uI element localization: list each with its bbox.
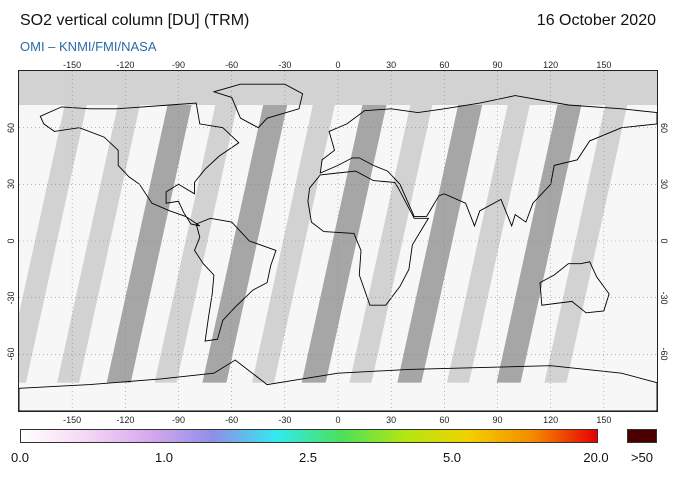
lon-tick-top: -60	[225, 60, 239, 70]
lat-tick-right: -30	[659, 291, 669, 305]
coastline-eurasia	[319, 95, 657, 228]
lon-tick-bottom: 0	[335, 415, 341, 425]
data-swath-bands	[19, 71, 635, 411]
lat-tick-left: 60	[6, 122, 16, 133]
lon-tick-bottom: -30	[278, 415, 292, 425]
swath-band-light-6	[538, 71, 635, 411]
data-source: OMI – KNMI/FMI/NASA	[20, 39, 157, 54]
lon-tick-top: 90	[492, 60, 503, 70]
lat-tick-left: 30	[6, 179, 16, 190]
lon-tick-top: -150	[63, 60, 82, 70]
lon-tick-top: 30	[386, 60, 397, 70]
color-scale-label-2: 2.5	[298, 450, 318, 465]
lon-tick-top: 60	[439, 60, 450, 70]
coastline-africa	[307, 170, 430, 306]
lon-tick-bottom: 60	[439, 415, 450, 425]
color-scale-label-1: 1.0	[154, 450, 174, 465]
lon-tick-top: 120	[543, 60, 559, 70]
continent-outlines	[19, 83, 657, 411]
lon-tick-bottom: -60	[225, 415, 239, 425]
lat-tick-right: 30	[659, 179, 669, 190]
color-scale-label-4: 20.0	[583, 450, 609, 465]
color-scale-overflow	[627, 429, 657, 443]
south-region	[19, 382, 657, 411]
color-scale-label-0: 0.0	[10, 450, 30, 465]
lat-tick-left: -60	[6, 347, 16, 361]
color-scale-label-3: 5.0	[442, 450, 462, 465]
coastline-greenland	[212, 83, 304, 129]
swath-band-light-5	[440, 71, 538, 411]
lon-tick-top: 0	[335, 60, 341, 70]
lon-tick-top: -30	[278, 60, 292, 70]
lat-tick-right: 0	[659, 238, 669, 244]
lat-tick-right: -60	[659, 347, 669, 361]
lon-tick-top: -120	[116, 60, 135, 70]
swath-band-dark-2	[295, 71, 394, 411]
coastline-australia	[539, 261, 610, 314]
lon-tick-bottom: 150	[596, 415, 612, 425]
lon-tick-bottom: 90	[492, 415, 503, 425]
color-scale-bar	[20, 429, 598, 443]
lon-tick-top: -90	[171, 60, 186, 70]
lat-tick-left: -30	[6, 291, 16, 305]
swath-band-dark-3	[391, 71, 490, 411]
lon-tick-bottom: -150	[63, 415, 82, 425]
lon-tick-bottom: -120	[116, 415, 135, 425]
color-scale-label-5: >50	[630, 450, 654, 465]
lon-tick-bottom: 120	[543, 415, 559, 425]
swath-band-light-0	[19, 71, 95, 411]
map-title: SO2 vertical column [DU] (TRM)	[20, 12, 250, 29]
so2-map	[18, 70, 658, 412]
coastline-antarctica	[19, 359, 657, 411]
swath-band-light-3	[245, 71, 343, 411]
lon-tick-bottom: -90	[171, 415, 186, 425]
map-date: 16 October 2020	[536, 12, 656, 29]
lat-tick-left: 0	[6, 238, 16, 244]
lon-tick-top: 150	[596, 60, 612, 70]
swath-band-dark-0	[100, 71, 199, 411]
lon-tick-bottom: 30	[386, 415, 397, 425]
graticule	[19, 71, 657, 411]
coastline-north-america	[39, 102, 240, 227]
swath-band-light-2	[148, 71, 245, 411]
coastline-south-america	[193, 217, 277, 342]
lat-tick-right: 60	[659, 122, 669, 133]
